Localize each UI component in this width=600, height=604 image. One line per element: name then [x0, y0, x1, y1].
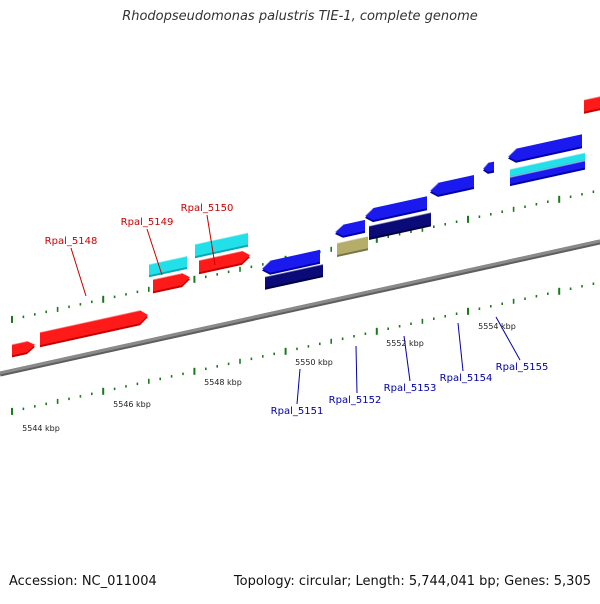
gene-rpal-5156-arrow: [584, 96, 600, 112]
gene-rpal-5148-arrow: [40, 310, 148, 346]
gene-label-rpal-5152[interactable]: Rpal_5152: [329, 395, 382, 406]
gene-rpal-5152-arrow: [335, 219, 365, 236]
gene-rpal-5147-arrow-highlight: [11, 340, 28, 346]
gene-label-rpal-5150[interactable]: Rpal_5150: [181, 203, 234, 214]
rna-rpal-5150-feature-highlight: [194, 231, 249, 245]
gene-rpal-5154-arrow: [430, 175, 474, 195]
backbone-line: [0, 239, 600, 375]
leader-rpal-5148: [70, 247, 87, 297]
gene-rpal-5156-arrow-highlight: [583, 95, 600, 101]
gene-label-rpal-5151[interactable]: Rpal_5151: [271, 406, 324, 417]
gene-rpal-5153-arrow-highlight: [364, 207, 374, 217]
gene-rpal-5155a-arrow: [483, 161, 494, 172]
leader-rpal-5151: [296, 368, 301, 405]
gene-rpal-5150-arrow: [199, 250, 250, 273]
gene-rpal-5151-arrow: [262, 249, 320, 273]
accession-text: Accession: NC_011004: [9, 574, 157, 589]
gene-features: [11, 95, 600, 358]
gene-rpal-5152-arrow-highlight: [334, 224, 344, 233]
rna-rpal-5150-feature: [195, 232, 248, 257]
genome-summary-text: Topology: circular; Length: 5,744,041 bp…: [233, 574, 591, 589]
gene-rpal-5155a-arrow-highlight: [482, 162, 489, 169]
genome-backbone: [0, 239, 600, 377]
cds-rpal-5151-feature-highlight: [264, 263, 324, 278]
gene-labels: Rpal_5148 Rpal_5149 Rpal_5150 Rpal_5151 …: [22, 203, 548, 433]
cds-rpal-5155-feature: [510, 160, 585, 185]
leader-rpal-5152: [355, 345, 358, 394]
rna-rpal-5155-feature-highlight: [509, 151, 586, 170]
gene-label-rpal-5154[interactable]: Rpal_5154: [440, 373, 493, 384]
rna-rpal-5149-feature-highlight: [148, 255, 188, 266]
cds-rpal-5155-feature-highlight: [509, 159, 586, 178]
genome-title: Rhodopseudomonas palustris TIE-1, comple…: [122, 9, 478, 24]
gene-label-rpal-5149[interactable]: Rpal_5149: [121, 217, 174, 228]
gene-rpal-5153-arrow: [365, 196, 427, 221]
gene-rpal-5155-arrow: [508, 134, 582, 161]
leader-rpal-5149: [146, 228, 163, 276]
gene-label-rpal-5148[interactable]: Rpal_5148: [45, 236, 98, 247]
cds-rpal-5153-feature: [369, 212, 431, 238]
leader-rpal-5155: [495, 316, 521, 361]
gene-rpal-5149-arrow-highlight: [152, 272, 183, 281]
position-label-5550: 5550 kbp: [295, 358, 333, 367]
gene-rpal-5150-arrow-highlight: [198, 250, 243, 262]
position-label-5552: 5552 kbp: [386, 339, 424, 348]
cds-rpal-5152-feature-highlight: [336, 235, 369, 244]
leader-rpal-5150: [206, 214, 216, 266]
gene-label-rpal-5155[interactable]: Rpal_5155: [496, 362, 549, 373]
gene-label-rpal-5153[interactable]: Rpal_5153: [384, 383, 437, 394]
gene-rpal-5151-arrow-highlight: [261, 260, 271, 270]
position-label-5548: 5548 kbp: [204, 378, 242, 387]
gene-rpal-5154-arrow-highlight: [429, 182, 439, 192]
lower-tick-track: [11, 282, 595, 415]
position-label-5546: 5546 kbp: [113, 400, 151, 409]
leader-rpal-5154: [457, 322, 464, 372]
cds-rpal-5153-feature-highlight: [368, 211, 432, 227]
rna-rpal-5155-feature: [510, 152, 585, 177]
gene-rpal-5148-arrow-highlight: [39, 309, 141, 333]
position-label-5544: 5544 kbp: [22, 424, 60, 433]
gene-rpal-5147-arrow: [12, 341, 35, 356]
cds-rpal-5152-feature: [337, 236, 368, 255]
gene-rpal-5155-arrow-highlight: [507, 148, 517, 158]
leader-rpal-5153: [403, 335, 411, 382]
position-label-5554: 5554 kbp: [478, 322, 516, 331]
rna-rpal-5149-feature: [149, 256, 187, 276]
cds-rpal-5151-feature: [265, 264, 323, 288]
gene-rpal-5149-arrow: [153, 273, 190, 292]
label-leader-lines: [70, 214, 521, 405]
